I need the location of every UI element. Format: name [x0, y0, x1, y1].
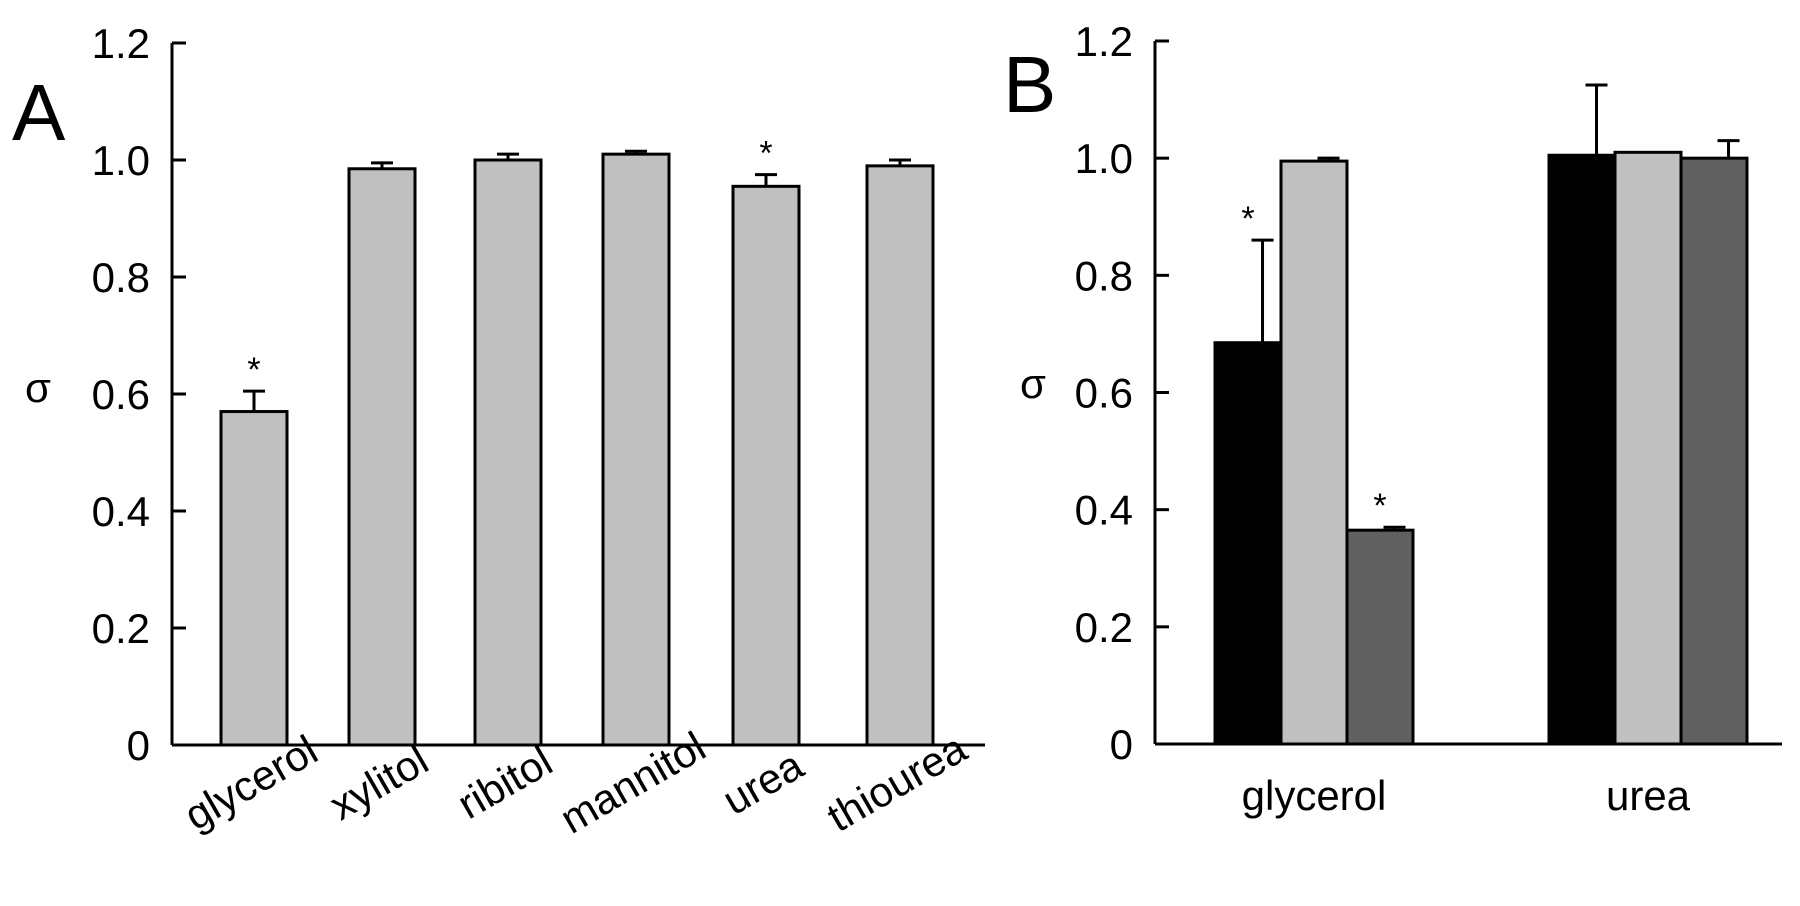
y-tick-label: 0.8: [92, 254, 150, 301]
y-tick-label: 0: [1110, 721, 1133, 768]
bar-glycerol-light-gray: [1279, 159, 1349, 746]
bar-glycerol-black: [1213, 341, 1283, 746]
y-tick-label: 0.4: [92, 488, 150, 535]
y-tick-label: 0: [127, 722, 150, 769]
significance-marker: *: [759, 135, 772, 173]
bar-urea-light-gray: [1613, 150, 1683, 746]
bar-urea: [731, 184, 801, 747]
significance-marker: *: [247, 351, 260, 389]
y-tick-label: 1.0: [1075, 135, 1133, 182]
y-tick-label: 0.2: [92, 605, 150, 652]
panel-b: Bσ 0 0.2 0.4 0.6 0.8 1.0 1.2 * * glycerol urea: [1003, 18, 1782, 819]
y-axis-label: σ: [25, 364, 51, 411]
y-tick-label: 0.4: [1075, 487, 1133, 534]
x-category-label: glycerol: [1242, 772, 1387, 819]
bar-urea-black: [1547, 153, 1617, 746]
bar-urea-dark-gray: [1679, 156, 1749, 746]
y-tick-label: 0.6: [92, 371, 150, 418]
bar-glycerol-dark-gray: [1345, 528, 1415, 746]
y-tick-label: 0.6: [1075, 370, 1133, 417]
y-tick-label: 0.8: [1075, 252, 1133, 299]
x-category-label: ribitol: [450, 737, 560, 828]
y-tick-label: 0.2: [1075, 604, 1133, 651]
y-axis-label: σ: [1020, 360, 1046, 407]
x-category-label: xylitol: [322, 736, 436, 829]
bar-mannitol: [601, 152, 671, 747]
y-tick-label: 1.0: [92, 137, 150, 184]
significance-marker: *: [1373, 487, 1386, 525]
bar-glycerol: [219, 410, 289, 747]
bar-ribitol: [473, 158, 543, 747]
y-tick-label: 1.2: [1075, 18, 1133, 65]
panel-label: A: [12, 68, 66, 157]
bar-xylitol: [347, 167, 417, 747]
x-category-label: urea: [1606, 772, 1691, 819]
x-category-label: urea: [715, 741, 812, 824]
significance-marker: *: [1241, 200, 1254, 238]
y-tick-label: 1.2: [92, 20, 150, 67]
bar-thiourea: [865, 164, 935, 747]
panel-label: B: [1003, 40, 1056, 129]
